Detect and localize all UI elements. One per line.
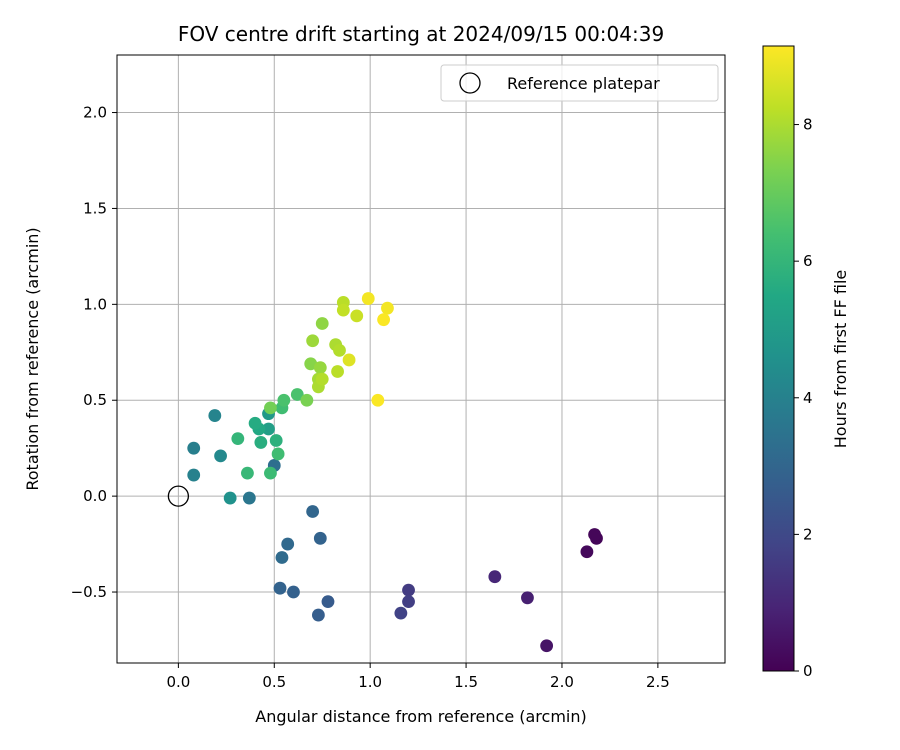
scatter-point (262, 422, 275, 436)
x-tick-label: 2.0 (550, 673, 574, 691)
colorbar: 0 2 4 6 8 Hours from first FF file (762, 45, 850, 680)
scatter-point (223, 491, 237, 505)
legend: Reference platepar (440, 64, 719, 102)
scatter-point (488, 570, 502, 584)
scatter-point (275, 551, 289, 564)
scatter-point (381, 301, 394, 315)
scatter-point (248, 416, 262, 430)
colorbar-ticks: 0 2 4 6 8 (794, 116, 813, 680)
scatter-points (187, 292, 603, 653)
y-tick-label: 0.0 (83, 487, 107, 505)
scatter-point (540, 639, 554, 653)
legend-entry-reference: Reference platepar (507, 74, 660, 93)
scatter-point (269, 434, 283, 447)
scatter-point (300, 393, 314, 407)
scatter-point (588, 528, 601, 541)
scatter-point (271, 447, 285, 461)
scatter-point (187, 441, 201, 455)
scatter-point (264, 466, 277, 480)
colorbar-gradient (762, 45, 795, 672)
grid-lines (117, 55, 725, 663)
scatter-point (350, 309, 364, 323)
scatter-point (187, 468, 201, 482)
scatter-point (231, 432, 245, 445)
scatter-point (394, 606, 408, 620)
y-axis-ticks: −0.5 0.0 0.5 1.0 1.5 2.0 (71, 104, 117, 601)
scatter-point (315, 317, 329, 330)
scatter-point (304, 357, 318, 371)
y-tick-label: 1.5 (83, 199, 107, 217)
scatter-point (214, 449, 227, 463)
scatter-point (281, 537, 295, 551)
scatter-point (402, 583, 415, 597)
scatter-point (371, 393, 385, 407)
x-tick-label: 1.0 (358, 673, 382, 691)
y-tick-label: 2.0 (83, 104, 107, 122)
scatter-point (313, 531, 327, 545)
x-axis-ticks: 0.0 0.5 1.0 1.5 2.0 2.5 (166, 663, 670, 691)
scatter-point (313, 361, 327, 375)
scatter-point (342, 353, 356, 367)
colorbar-tick-label: 4 (803, 389, 813, 407)
x-tick-label: 0.5 (262, 673, 286, 691)
legend-box (440, 64, 719, 102)
y-axis-label: Rotation from reference (arcmin) (23, 227, 42, 490)
legend-reference-marker (459, 72, 481, 94)
colorbar-tick-label: 6 (803, 252, 813, 270)
scatter-point (208, 409, 222, 422)
colorbar-tick-label: 2 (803, 525, 813, 543)
scatter-point (321, 595, 335, 609)
colorbar-label: Hours from first FF file (831, 270, 850, 449)
scatter-point (287, 585, 300, 599)
reference-platepar-point (167, 485, 190, 507)
scatter-point (241, 466, 254, 480)
colorbar-tick-label: 8 (803, 116, 813, 134)
reference-marker (167, 485, 190, 507)
x-tick-label: 0.0 (166, 673, 190, 691)
x-axis-label: Angular distance from reference (arcmin) (255, 707, 586, 726)
scatter-point (242, 491, 256, 505)
scatter-point (315, 372, 329, 386)
chart-title: FOV centre drift starting at 2024/09/15 … (178, 22, 664, 46)
scatter-point (331, 365, 344, 378)
y-tick-label: 0.5 (83, 391, 107, 409)
scatter-point (361, 292, 375, 305)
scatter-point (377, 313, 390, 327)
colorbar-tick-label: 0 (803, 662, 813, 680)
plot-frame (116, 54, 726, 664)
scatter-point (336, 303, 350, 317)
scatter-point (264, 401, 277, 415)
scatter-point (306, 505, 320, 518)
x-tick-label: 1.5 (454, 673, 478, 691)
x-tick-label: 2.5 (646, 673, 670, 691)
scatter-point (402, 595, 415, 609)
scatter-point (273, 581, 287, 595)
scatter-point (254, 436, 268, 449)
y-tick-label: −0.5 (71, 583, 107, 601)
scatter-point (277, 393, 291, 407)
scatter-point (580, 545, 594, 559)
scatter-point (306, 334, 320, 348)
y-tick-label: 1.0 (83, 295, 107, 313)
scatter-point (333, 343, 346, 357)
scatter-point (290, 388, 304, 401)
scatter-point (311, 608, 325, 622)
scatter-point (521, 591, 534, 605)
